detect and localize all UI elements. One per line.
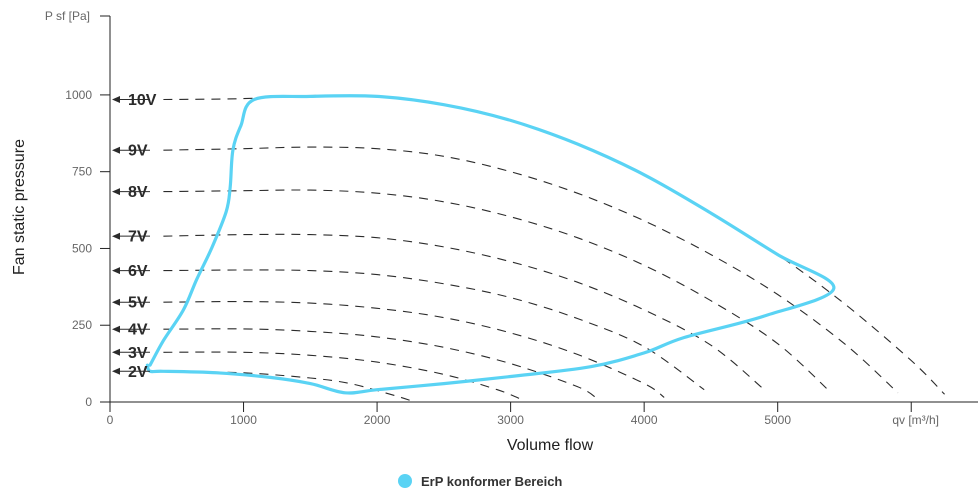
y-ticks: 0 250 500 750 1000 <box>65 88 110 409</box>
voltage-curve-2v <box>163 370 411 402</box>
voltage-label-7v: 7V <box>128 229 148 246</box>
voltage-curve-7v <box>163 233 765 391</box>
axes <box>100 15 978 403</box>
voltage-curve-4v <box>163 328 598 400</box>
x-axis-title: Volume flow <box>507 437 594 454</box>
legend-swatch <box>398 474 412 488</box>
curve-arrow-icon <box>112 232 120 240</box>
curve-arrow-icon <box>112 267 120 275</box>
legend[interactable]: ErP konformer Bereich <box>398 474 562 489</box>
voltage-curve-5v <box>163 301 665 398</box>
x-tick-label: 1000 <box>230 413 257 427</box>
curve-arrow-icon <box>112 188 120 196</box>
erp-area-outline <box>145 94 836 395</box>
voltage-curve-10v <box>163 94 945 395</box>
curve-arrow-icon <box>112 325 120 333</box>
curve-arrow-icon <box>112 298 120 306</box>
voltage-curve-3v <box>163 351 525 402</box>
curve-arrow-icon <box>112 146 120 154</box>
y-tick-label: 0 <box>85 395 92 409</box>
voltage-curves <box>163 94 945 402</box>
legend-label: ErP konformer Bereich <box>421 474 562 489</box>
y-unit-label: P sf [Pa] <box>45 9 90 23</box>
y-tick-label: 1000 <box>65 88 92 102</box>
x-tick-label: 0 <box>107 413 114 427</box>
voltage-label-9v: 9V <box>128 143 148 160</box>
y-tick-label: 250 <box>72 318 92 332</box>
voltage-label-10v: 10V <box>128 92 157 109</box>
x-unit-label: qv [m³/h] <box>892 413 939 427</box>
x-tick-label: 4000 <box>631 413 658 427</box>
voltage-curve-9v <box>163 146 899 394</box>
curve-arrow-icon <box>112 367 120 375</box>
curve-arrow-icon <box>112 348 120 356</box>
voltage-label-5v: 5V <box>128 295 148 312</box>
voltage-curve-8v <box>163 189 832 394</box>
x-tick-label: 3000 <box>497 413 524 427</box>
x-tick-label: 2000 <box>364 413 391 427</box>
x-tick-label: 5000 <box>764 413 791 427</box>
voltage-curve-6v <box>163 269 705 391</box>
voltage-label-3v: 3V <box>128 345 148 362</box>
y-tick-label: 750 <box>72 165 92 179</box>
y-axis-title: Fan static pressure <box>11 139 28 275</box>
voltage-label-6v: 6V <box>128 263 148 280</box>
curve-arrow-icon <box>112 96 120 103</box>
y-tick-label: 500 <box>72 241 92 255</box>
voltage-label-4v: 4V <box>128 322 148 339</box>
erp-area <box>145 94 836 395</box>
x-ticks: 0 1000 2000 3000 4000 5000 <box>107 402 912 427</box>
voltage-label-8v: 8V <box>128 184 148 201</box>
voltage-labels: 10V 9V 8V 7V 6V 5V 4V 3V 2V <box>112 92 157 381</box>
voltage-label-2v: 2V <box>128 364 148 381</box>
